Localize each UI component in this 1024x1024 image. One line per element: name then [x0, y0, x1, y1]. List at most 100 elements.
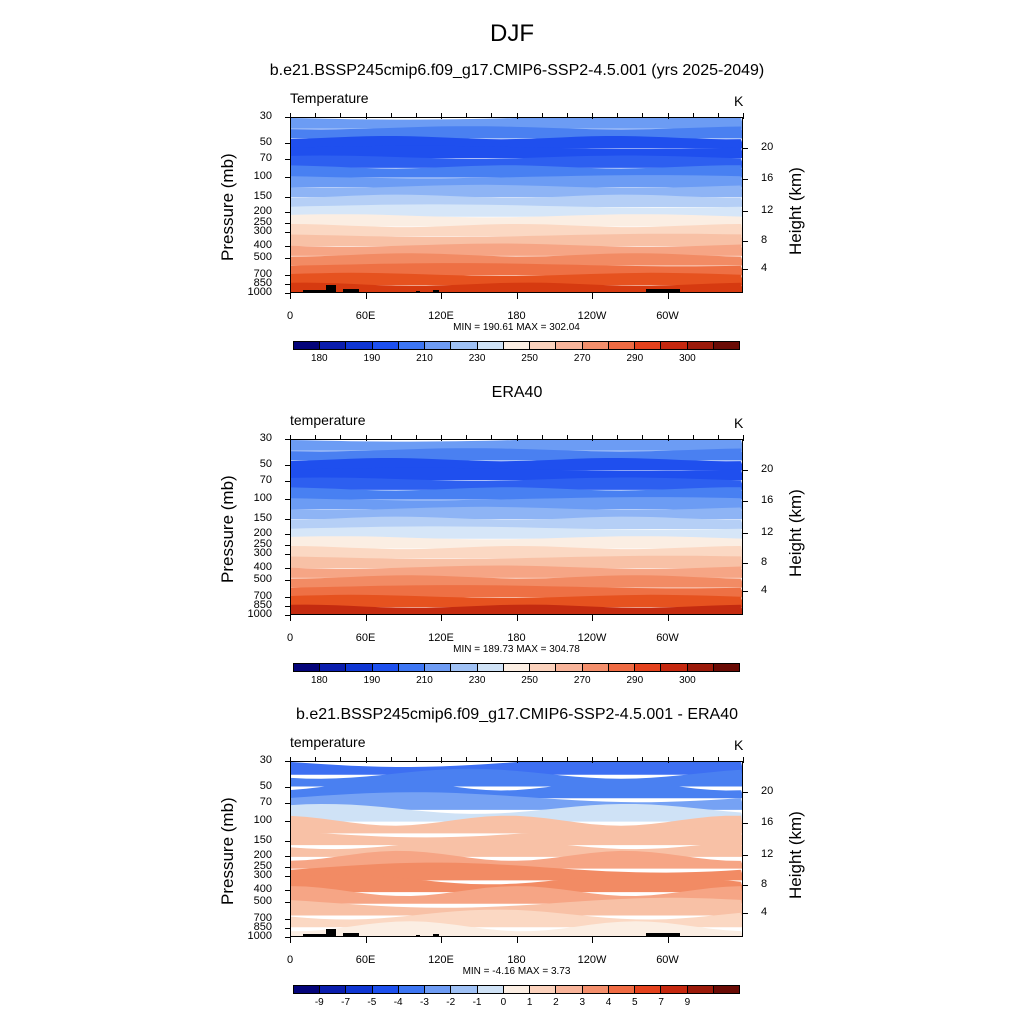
x-tick: [667, 615, 669, 621]
colorbar-label: 9: [684, 997, 691, 1008]
top-tick: [390, 435, 392, 439]
y-tick-label: 150: [253, 834, 272, 847]
x-tick: [516, 615, 518, 621]
colorbar-swatch: [398, 664, 426, 671]
colorbar-swatch: [713, 664, 739, 671]
top-tick: [340, 757, 342, 761]
contour-band-0: [291, 118, 742, 129]
y-tick-label: 250: [253, 860, 272, 873]
top-tick: [566, 757, 568, 761]
top-tick: [692, 113, 694, 117]
top-tick: [743, 435, 744, 441]
colorbar-swatch: [503, 342, 531, 349]
y-tick: [285, 293, 290, 294]
x-tick: [365, 615, 367, 621]
min-max-label: MIN = 189.73 MAX = 304.78: [453, 644, 580, 655]
y-tick: [285, 142, 290, 144]
colorbar-label: 190: [363, 353, 381, 364]
top-tick: [365, 113, 367, 119]
y-right-axis-title: Height (km): [786, 489, 805, 577]
x-tick: [516, 293, 518, 299]
y-tick-label: 500: [253, 894, 272, 907]
colorbar-label: 300: [679, 353, 696, 364]
x-tick-label: 180: [507, 632, 526, 644]
colorbar-swatch: [503, 664, 531, 671]
colorbar-swatch: [294, 342, 321, 349]
colorbar-label: 0: [500, 997, 507, 1008]
topography-mask: [416, 291, 420, 292]
top-tick: [743, 113, 744, 119]
top-tick: [466, 435, 468, 439]
contour-band-16: [291, 594, 742, 608]
contour-band-12: [291, 233, 742, 247]
top-tick: [315, 113, 317, 117]
topography-mask: [303, 290, 327, 292]
y-right-tick-label: 12: [761, 848, 774, 861]
y-right-tick: [743, 211, 748, 213]
colorbar-label: 250: [521, 353, 538, 364]
colorbar-swatch: [661, 664, 688, 671]
y-tick-label: 850: [253, 921, 272, 934]
y-tick-label: 300: [253, 547, 272, 560]
y-tick-label: 200: [253, 527, 272, 540]
contour-band-11: [291, 546, 742, 559]
y-tick: [285, 820, 290, 822]
contour-band-16: [291, 272, 742, 286]
x-tick-label: 60W: [656, 632, 679, 644]
y-right-tick-label: 12: [761, 526, 774, 539]
y-right-tick: [743, 147, 748, 149]
colorbar: [293, 663, 740, 672]
top-tick: [415, 757, 417, 761]
x-tick: [441, 937, 442, 943]
colorbar-swatch: [635, 664, 662, 671]
y-tick: [285, 176, 290, 178]
x-tick: [667, 937, 669, 943]
top-tick: [516, 435, 518, 441]
colorbar-swatch: [398, 342, 426, 349]
y-tick: [285, 159, 290, 161]
colorbar-swatch: [582, 986, 609, 993]
y-right-tick-label: 8: [761, 234, 768, 247]
colorbar-swatch: [713, 342, 739, 349]
top-tick: [516, 113, 518, 119]
contour-band-12: [291, 555, 742, 569]
colorbar-label: -4: [393, 997, 403, 1008]
colorbar-swatch: [530, 342, 557, 349]
colorbar-label: 270: [573, 675, 591, 686]
colorbar-swatch: [477, 342, 504, 349]
y-tick-label: 300: [253, 869, 272, 882]
top-tick: [592, 757, 593, 763]
colorbar-swatch: [425, 986, 452, 993]
y-right-tick: [743, 913, 748, 915]
y-right-tick: [743, 469, 748, 471]
contour-band-8: [291, 194, 742, 207]
x-tick: [592, 293, 593, 299]
colorbar-label: 190: [363, 675, 381, 686]
topography-mask: [326, 929, 336, 936]
y-tick: [285, 519, 290, 521]
y-right-tick-label: 8: [761, 556, 768, 569]
contour-band-15: [291, 263, 742, 276]
colorbar-label: -3: [420, 997, 429, 1008]
x-tick-label: 120E: [428, 632, 454, 644]
x-tick-label: 60W: [656, 310, 679, 322]
colorbar-swatch: [372, 986, 399, 993]
colorbar-swatch: [661, 342, 688, 349]
contour-band-4: [291, 804, 742, 822]
colorbar-label: -1: [472, 997, 482, 1008]
y-right-tick: [743, 269, 748, 271]
top-tick: [441, 113, 442, 119]
y-tick-label: 400: [253, 239, 272, 252]
x-tick-label: 60E: [355, 632, 376, 644]
top-tick: [692, 435, 694, 439]
y-tick: [285, 615, 290, 616]
colorbar-swatch: [372, 342, 399, 349]
contour-band-0: [291, 440, 742, 451]
y-tick: [285, 464, 290, 466]
contour-band-13: [291, 243, 742, 256]
y-right-tick-label: 4: [761, 262, 768, 275]
colorbar-swatch: [530, 986, 557, 993]
x-tick-label: 120W: [577, 632, 607, 644]
contour-band-6: [291, 175, 742, 188]
x-tick: [290, 937, 291, 943]
